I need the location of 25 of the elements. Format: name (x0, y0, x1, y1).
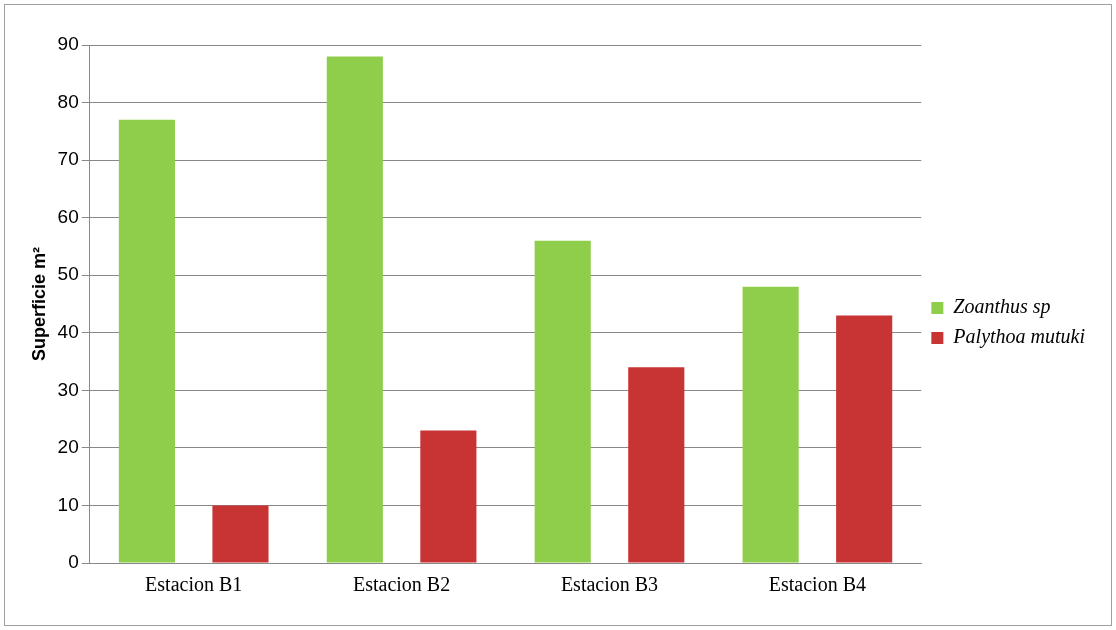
legend-label: Palythoa mutuki (952, 325, 1085, 349)
bar (326, 56, 383, 563)
bar (534, 240, 591, 563)
x-tick-label: Estacion B1 (145, 573, 243, 596)
bar (628, 367, 685, 563)
y-tick-label: 80 (57, 90, 79, 112)
y-tick-label: 60 (57, 205, 79, 227)
y-tick-label: 30 (57, 378, 79, 400)
y-tick-label: 40 (57, 321, 79, 343)
bar (212, 505, 269, 563)
y-tick-label: 0 (68, 551, 79, 573)
bar (118, 119, 175, 563)
legend-label: Zoanthus sp (953, 295, 1051, 319)
x-tick-label: Estacion B4 (768, 573, 867, 596)
x-tick-label: Estacion B2 (352, 573, 451, 596)
y-tick-label: 50 (57, 263, 79, 285)
y-tick-label: 20 (57, 436, 79, 458)
bar (742, 286, 799, 563)
y-axis-title: Superficie m² (28, 246, 49, 362)
y-tick-label: 90 (57, 33, 79, 55)
bar (836, 315, 893, 563)
y-tick-label: 70 (57, 148, 79, 170)
bar (420, 430, 477, 563)
x-tick-label: Estacion B3 (560, 573, 659, 596)
y-tick-label: 10 (57, 493, 79, 515)
